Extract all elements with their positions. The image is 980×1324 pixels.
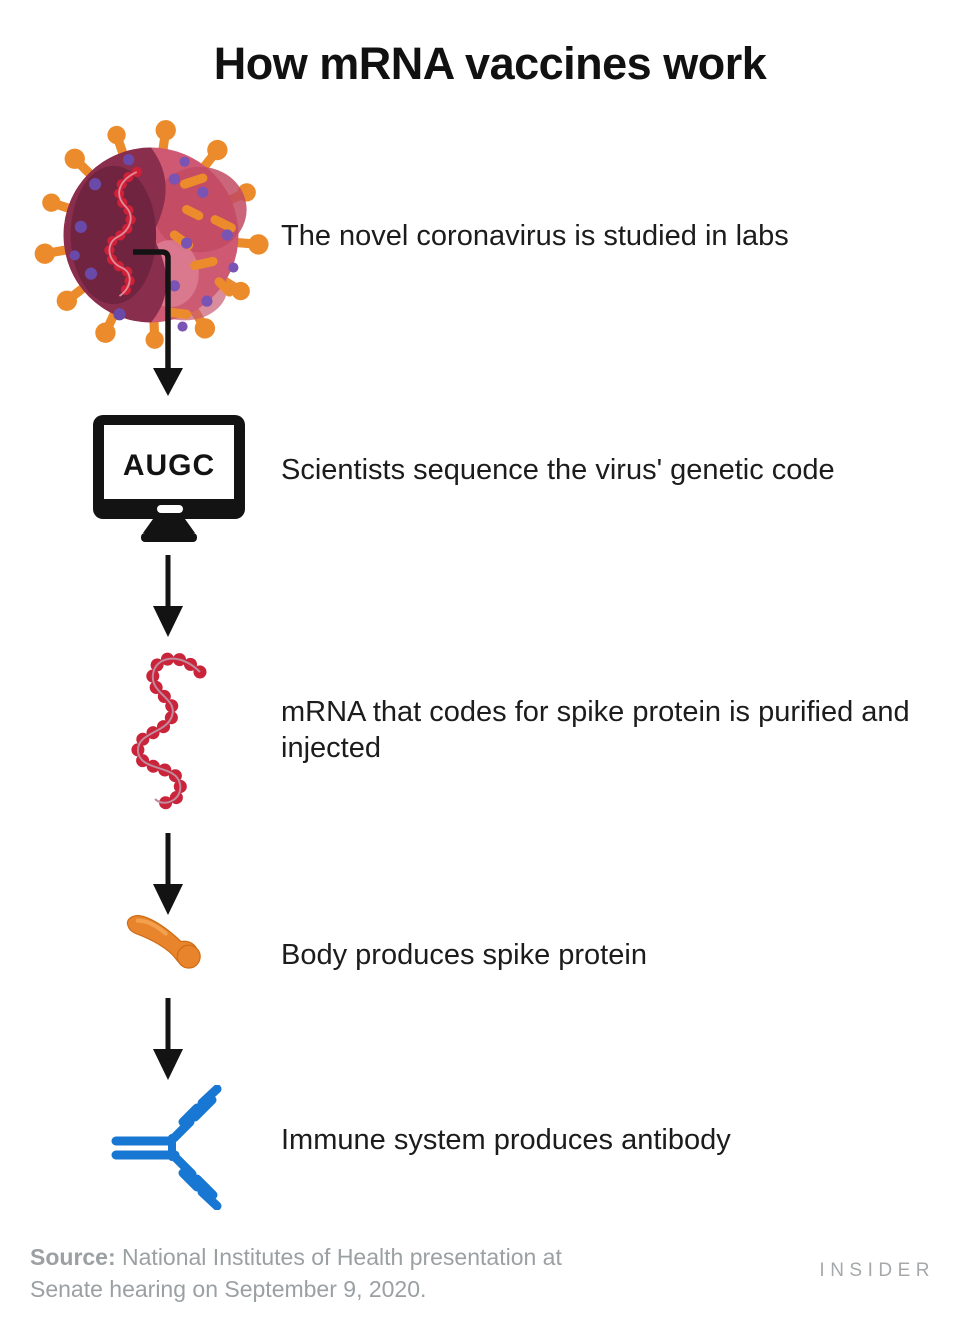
step-label-1: The novel coronavirus is studied in labs bbox=[281, 220, 789, 252]
source-line2: Senate hearing on September 9, 2020. bbox=[30, 1275, 427, 1302]
page-title: How mRNA vaccines work bbox=[213, 38, 767, 89]
source-credit: Source: National Institutes of Health pr… bbox=[30, 1242, 630, 1305]
antibody-icon bbox=[111, 1085, 222, 1210]
spike-protein-icon bbox=[126, 915, 201, 969]
arrow-down-icon bbox=[153, 998, 183, 1080]
step-label-3: mRNA that codes for spike protein is pur… bbox=[281, 696, 910, 764]
source-line1: National Institutes of Health presentati… bbox=[122, 1244, 562, 1270]
monitor-screen-text: AUGC bbox=[123, 449, 215, 482]
step-label-4: Body produces spike protein bbox=[281, 939, 647, 971]
bent-arrow-down-icon bbox=[133, 249, 183, 396]
step-label-5: Immune system produces antibody bbox=[281, 1124, 731, 1156]
arrow-down-icon bbox=[153, 555, 183, 637]
insider-logo: INSIDER bbox=[819, 1260, 935, 1281]
step-label-2: Scientists sequence the virus' genetic c… bbox=[281, 454, 835, 486]
mrna-strand-icon bbox=[131, 652, 207, 810]
source-prefix: Source: bbox=[30, 1244, 116, 1270]
arrow-down-icon bbox=[153, 833, 183, 915]
coronavirus-icon bbox=[34, 120, 269, 349]
monitor-icon: AUGC bbox=[93, 415, 245, 542]
